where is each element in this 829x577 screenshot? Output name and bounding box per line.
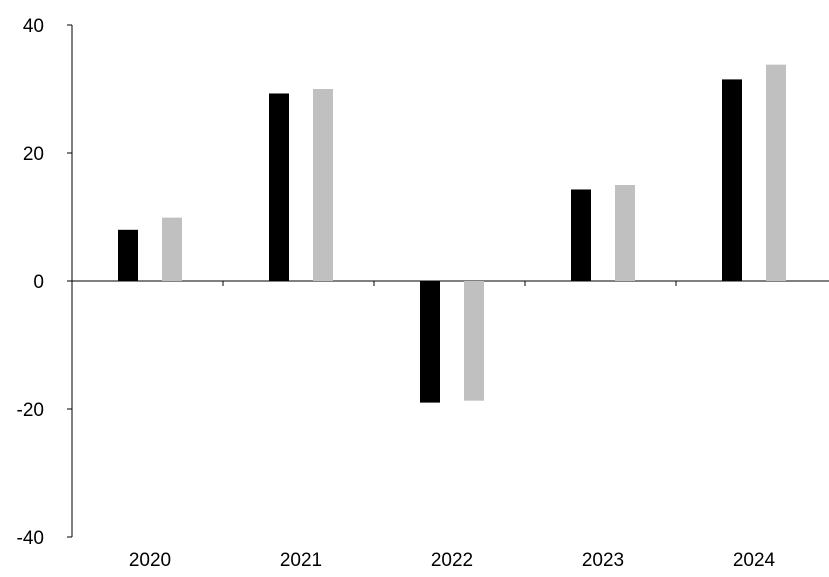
x-axis xyxy=(72,280,829,286)
x-tick-label: 2020 xyxy=(129,550,171,571)
bar-series-1-2020 xyxy=(118,229,138,281)
bar-series-1-2024 xyxy=(722,79,742,282)
bar-series-2-2023 xyxy=(615,185,635,281)
bar-series-1-2021 xyxy=(269,93,289,281)
y-tick-label: -40 xyxy=(17,528,44,549)
x-tick-label: 2024 xyxy=(733,550,776,571)
bar-series-1-2022 xyxy=(420,281,440,403)
y-tick-label: 0 xyxy=(33,272,44,293)
bar-series-1-2023 xyxy=(571,189,591,281)
y-tick-label: 40 xyxy=(23,16,44,37)
bars xyxy=(118,64,786,403)
y-axis: -40 -20 0 20 40 xyxy=(17,16,73,549)
x-tick-label: 2022 xyxy=(431,550,473,571)
bar-series-2-2024 xyxy=(766,64,786,282)
y-tick-label: -20 xyxy=(17,400,44,421)
bar-series-2-2021 xyxy=(313,89,333,281)
y-tick-label: 20 xyxy=(23,144,44,165)
bar-series-2-2022 xyxy=(464,281,484,401)
bar-series-2-2020 xyxy=(162,217,182,281)
x-tick-label: 2021 xyxy=(280,550,322,571)
x-tick-label: 2023 xyxy=(582,550,624,571)
x-tick-labels: 2020 2021 2022 2023 2024 xyxy=(129,550,776,571)
